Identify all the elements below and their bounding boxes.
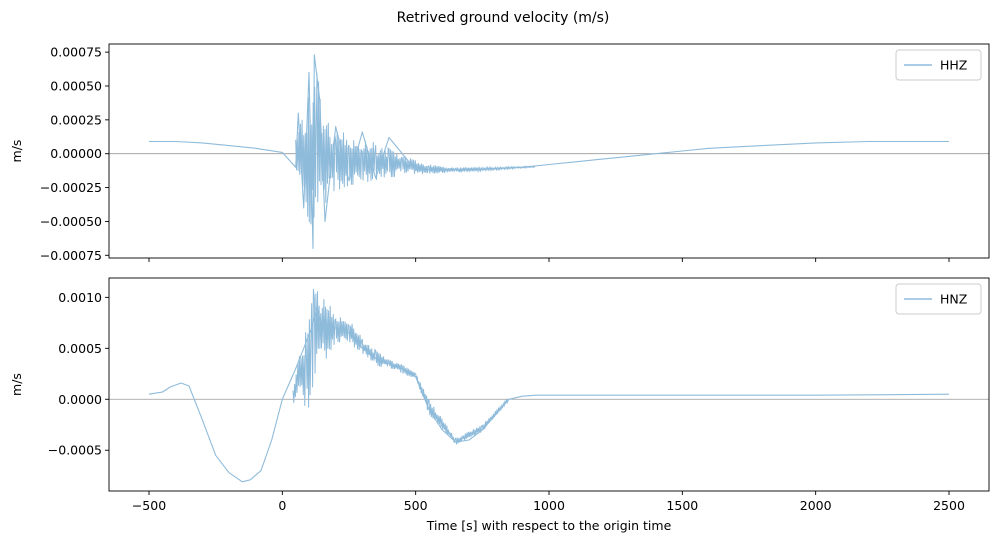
y-tick-label: 0.0000 bbox=[58, 392, 102, 407]
y-axis-label: m/s bbox=[9, 140, 24, 163]
axes-frame bbox=[108, 43, 990, 259]
top-subplot: −0.00075 −0.00050 −0.00025 0.00000 0.00025 0.… bbox=[9, 43, 990, 263]
series-group bbox=[149, 54, 949, 250]
x-tick-label: 0 bbox=[278, 498, 286, 513]
legend: HHZ bbox=[895, 49, 982, 81]
y-tick-label: 0.00075 bbox=[50, 45, 102, 60]
series-oscillation-HNZ bbox=[292, 288, 509, 445]
x-tick-label: 2000 bbox=[800, 498, 832, 513]
series-line-HNZ bbox=[148, 307, 950, 483]
y-tick-label: 0.0005 bbox=[58, 341, 102, 356]
x-tick-label: 1500 bbox=[666, 498, 698, 513]
y-tick-label: −0.00025 bbox=[40, 180, 102, 195]
legend-box bbox=[895, 49, 982, 81]
y-tick-label: 0.00050 bbox=[50, 78, 102, 93]
legend: HNZ bbox=[895, 283, 982, 315]
series-oscillation-HHZ bbox=[295, 73, 536, 225]
y-axis-label: m/s bbox=[9, 373, 24, 396]
x-tick-label: −500 bbox=[132, 498, 166, 513]
y-tick-label: −0.0005 bbox=[48, 443, 102, 458]
series-group bbox=[148, 288, 950, 483]
bottom-subplot: −0.0005 0.0000 0.0005 0.0010 −500 0 500 1000 150… bbox=[9, 277, 990, 513]
figure-title: Retrived ground velocity (m/s) bbox=[397, 10, 610, 26]
y-tick-label: −0.00075 bbox=[40, 248, 102, 263]
axes-frame bbox=[108, 277, 990, 492]
x-tick-label: 2500 bbox=[933, 498, 965, 513]
legend-label: HHZ bbox=[940, 58, 967, 73]
legend-box bbox=[895, 283, 982, 315]
legend-label: HNZ bbox=[940, 292, 967, 307]
series-line-HHZ bbox=[149, 54, 949, 250]
y-tick-label: 0.0010 bbox=[58, 290, 102, 305]
y-tick-label: 0.00025 bbox=[50, 112, 102, 127]
x-tick-label: 1000 bbox=[533, 498, 565, 513]
y-tick-label: 0.00000 bbox=[50, 146, 102, 161]
y-tick-label: −0.00050 bbox=[40, 214, 102, 229]
x-axis-label: Time [s] with respect to the origin time bbox=[426, 518, 672, 533]
x-tick-label: 500 bbox=[404, 498, 428, 513]
